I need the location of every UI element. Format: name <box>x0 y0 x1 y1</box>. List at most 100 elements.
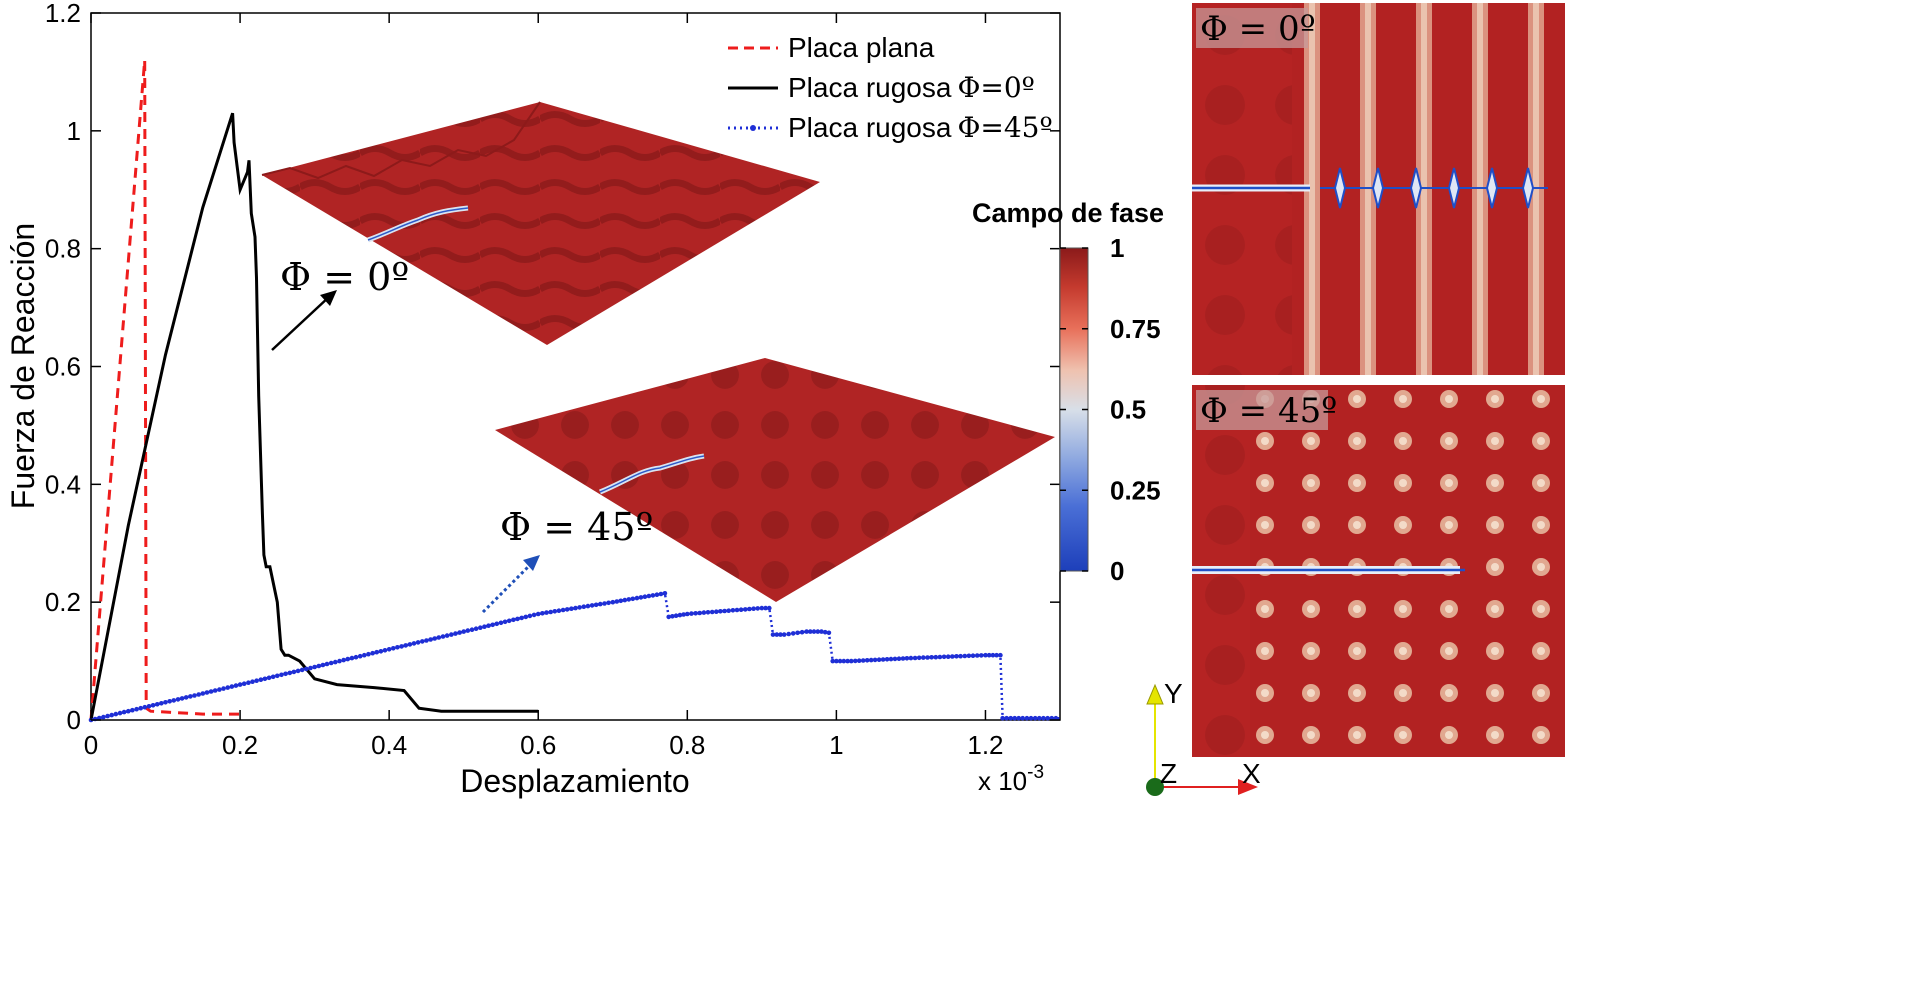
y-tick-label: 1 <box>67 116 81 146</box>
series-2-marker <box>634 595 640 601</box>
arrow-0 <box>271 295 331 351</box>
series-2-marker <box>880 657 886 662</box>
colorbar: Campo de fase 1 0.75 0.5 0.25 0 <box>972 198 1164 586</box>
series-2-marker <box>884 657 890 662</box>
panel-phi-45: Φ = 45º <box>1192 385 1565 757</box>
series-2-marker <box>1016 715 1021 721</box>
series-2-marker <box>689 611 694 616</box>
series-2-marker <box>192 693 197 698</box>
series-2-marker <box>159 701 164 706</box>
series-2-marker <box>677 612 683 618</box>
series-2-marker <box>1024 715 1030 721</box>
series-2-marker <box>763 605 768 611</box>
series-2-marker <box>856 658 862 663</box>
series-2-marker <box>685 611 690 617</box>
series-2-marker <box>673 613 679 618</box>
series-2-marker <box>126 708 131 714</box>
series-2-marker <box>324 661 330 667</box>
series-2-marker <box>864 658 870 663</box>
series-2-marker <box>705 610 711 615</box>
series-2-marker <box>1037 715 1042 721</box>
triad-z-label: Z <box>1160 758 1177 789</box>
series-2-marker <box>950 654 955 659</box>
series-2-marker <box>386 647 392 652</box>
series-2-marker <box>420 639 425 644</box>
series-line-1 <box>89 112 539 721</box>
series-2-marker <box>552 609 558 614</box>
series-2-marker <box>105 713 110 719</box>
series-2-marker <box>175 697 181 702</box>
series-2-marker <box>614 599 620 604</box>
series-2-marker <box>933 654 939 660</box>
series-2-marker <box>283 671 288 677</box>
legend-label-rough-45-name: Placa rugosa <box>788 112 952 143</box>
series-2-marker <box>781 632 787 637</box>
series-2-marker <box>535 611 541 617</box>
x-ticks: 0 0.2 0.4 0.6 0.8 1 1.2 <box>84 13 1004 760</box>
legend-label-rough-45-sym: Φ=45º <box>957 111 1052 144</box>
series-2-marker <box>799 629 805 635</box>
x-tick-label: 0.4 <box>371 730 407 760</box>
series-2-marker <box>523 614 529 620</box>
x-multiplier-exp: -3 <box>1027 762 1044 783</box>
crack-node <box>1447 167 1461 209</box>
series-2-marker <box>320 662 326 668</box>
series-2-marker <box>312 664 317 670</box>
series-2-marker <box>142 704 148 710</box>
series-2-marker <box>650 593 656 598</box>
series-2-marker <box>804 629 809 634</box>
panel-45-label: Φ = 45º <box>1200 391 1337 431</box>
series-2-marker <box>979 653 984 658</box>
series-2-marker <box>308 665 313 671</box>
series-2-marker <box>171 698 177 703</box>
series-2-marker <box>395 645 400 650</box>
series-2-marker <box>646 593 652 599</box>
panel-0-label: Φ = 0º <box>1200 9 1316 49</box>
series-2-marker <box>349 655 355 661</box>
series-2-marker <box>845 658 850 664</box>
colorbar-ticks: 1 0.75 0.5 0.25 0 <box>1060 233 1161 586</box>
series-2-marker <box>134 706 139 712</box>
crack-node <box>1333 167 1347 209</box>
series-2-marker <box>606 600 611 606</box>
series-2-marker <box>751 606 756 611</box>
series-2-marker <box>722 608 727 614</box>
x-tick-label: 1.2 <box>967 730 1003 760</box>
series-2-marker <box>990 652 996 658</box>
series-2-marker <box>316 663 322 669</box>
series-2-marker <box>790 631 796 636</box>
series-2-marker <box>726 608 731 613</box>
crack-node <box>1521 167 1535 209</box>
series-2-marker <box>519 615 524 621</box>
series-2-marker <box>229 684 235 689</box>
series-2-marker <box>374 649 380 655</box>
series-2-marker <box>1000 715 1005 721</box>
series-2-marker <box>589 603 595 608</box>
series-2-marker <box>573 605 578 611</box>
series-2-marker <box>618 598 624 604</box>
series-2-marker <box>786 631 791 637</box>
series-2-marker <box>734 607 740 613</box>
series-2-marker <box>994 652 999 658</box>
surface-inset-45 <box>495 358 1055 602</box>
series-2-marker <box>511 617 516 623</box>
series-line-0 <box>89 59 241 721</box>
series-2-marker <box>662 591 668 596</box>
series-2-marker <box>399 644 404 649</box>
series-2-marker <box>610 599 616 605</box>
triad-z-origin <box>1146 778 1164 796</box>
series-2-marker <box>681 612 686 617</box>
series-2-marker <box>457 630 462 635</box>
series-2-marker <box>1041 715 1046 721</box>
series-2-marker <box>357 653 363 659</box>
series-2-marker <box>830 658 835 664</box>
series-2-marker <box>767 605 772 611</box>
series-2-marker <box>718 609 723 614</box>
x-tick-label: 0.6 <box>520 730 556 760</box>
series-2-marker <box>888 656 894 662</box>
x-tick-label: 0.2 <box>222 730 258 760</box>
series-2-marker <box>337 658 342 664</box>
series-2-marker <box>770 632 776 637</box>
series-2-marker <box>97 715 102 721</box>
series-2-marker <box>345 656 351 662</box>
